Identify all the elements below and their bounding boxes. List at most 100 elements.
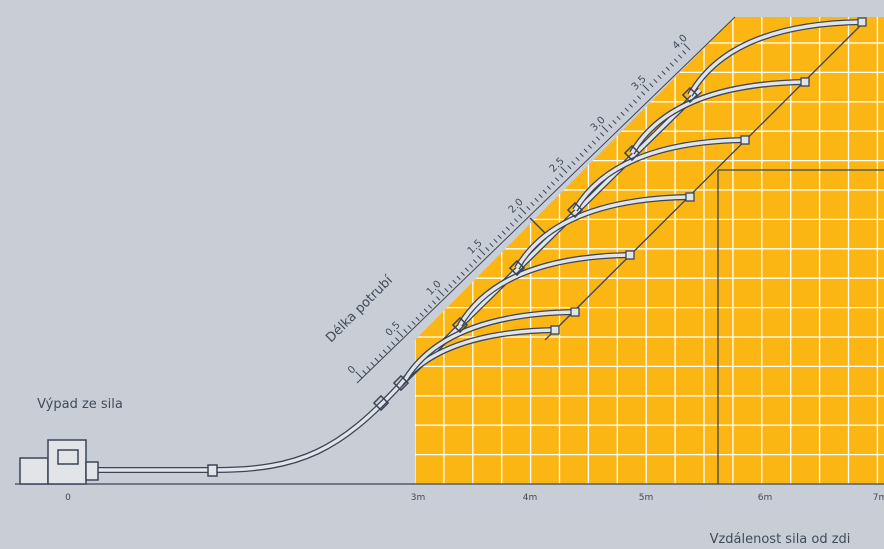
- scale-tick: [591, 140, 597, 145]
- length-scale: [355, 16, 736, 384]
- scale-tick: [477, 255, 482, 260]
- scale-tick: [595, 136, 601, 141]
- scale-tick: [501, 230, 506, 235]
- scale-tick: [657, 74, 662, 80]
- scale-tick: [587, 144, 592, 149]
- branch-inner: [403, 310, 576, 381]
- scale-tick: [538, 193, 543, 198]
- coupling: [451, 316, 469, 334]
- scale-tick: [583, 148, 588, 153]
- scale-tick: [542, 189, 547, 194]
- scale-tick: [628, 103, 633, 108]
- yellow-area: [415, 17, 884, 484]
- x-tick-label: 5m: [639, 493, 654, 503]
- scale-tick: [460, 271, 465, 276]
- scale-tick: [437, 289, 445, 297]
- scale-tick: [665, 66, 670, 71]
- scale-tick: [683, 43, 691, 51]
- scale-tick: [497, 234, 502, 239]
- scale-tick: [624, 107, 629, 112]
- scale-tick: [407, 324, 412, 330]
- scale-tick: [612, 119, 617, 125]
- scale-tick: [493, 238, 498, 244]
- scale-tick: [636, 95, 642, 100]
- scale-tick: [472, 259, 478, 264]
- scale-tick: [601, 125, 609, 133]
- scale-tick: [579, 152, 584, 157]
- branch-end: [685, 192, 695, 202]
- scale-tick: [600, 132, 605, 137]
- scale-tick: [378, 353, 383, 358]
- branch-end: [550, 325, 560, 335]
- scale-tick: [546, 185, 551, 190]
- scale-tick: [390, 341, 396, 346]
- scale-tick: [423, 308, 428, 313]
- scale-tick: [560, 166, 568, 174]
- scale-tick: [682, 50, 687, 55]
- reference-lines: [529, 23, 884, 484]
- branch-inner: [688, 20, 863, 96]
- scale-tick: [519, 207, 527, 215]
- branch-inner: [458, 253, 631, 326]
- scale-tick: [673, 58, 679, 63]
- scale-tick: [366, 365, 371, 371]
- scale-tick: [669, 62, 674, 67]
- coupling: [392, 374, 410, 392]
- scale-tick: [509, 222, 515, 227]
- scale-tick: [567, 165, 572, 170]
- scale-tick: [456, 275, 461, 280]
- scale-tick: [526, 206, 531, 211]
- branch-end: [625, 250, 635, 260]
- coupling: [623, 144, 641, 162]
- motor: [19, 439, 218, 485]
- scale-tick: [489, 242, 494, 248]
- scale-tick: [370, 361, 375, 367]
- scale-tick: [444, 288, 449, 293]
- scale-tick: [575, 156, 580, 162]
- scale-tick: [452, 279, 457, 285]
- coupling: [372, 394, 390, 412]
- scale-tick: [431, 300, 437, 305]
- scale-tick: [382, 349, 387, 354]
- scale-tick: [677, 54, 683, 59]
- scale-tick: [513, 218, 519, 223]
- scale-tick: [571, 160, 576, 166]
- branch-inner: [630, 80, 806, 154]
- distance-label: Vzdálenost sila od zdi: [710, 532, 851, 547]
- x-tick-label: 3m: [411, 493, 426, 503]
- scale-tick: [653, 78, 658, 84]
- x-tick-label: 4m: [523, 493, 538, 503]
- coupling: [681, 86, 699, 104]
- pipes: [95, 17, 867, 473]
- scale-tick: [419, 312, 424, 317]
- scale-tick: [559, 173, 564, 178]
- scale-tick: [534, 197, 539, 203]
- scale-tick: [374, 357, 379, 362]
- scale-tick: [427, 304, 433, 309]
- branch-end: [800, 77, 810, 87]
- branch-inner: [515, 195, 691, 269]
- scale-tick: [649, 83, 654, 88]
- scale-tick: [362, 370, 367, 375]
- scale-tick: [632, 99, 638, 104]
- x-tick-label: 0: [65, 493, 71, 503]
- scale-tick: [550, 181, 556, 186]
- scale-tick: [395, 337, 400, 342]
- scale-tick: [608, 124, 613, 129]
- scale-tick: [355, 371, 363, 379]
- scale-tick: [554, 177, 560, 182]
- outlet-label: Výpad ze sila: [37, 397, 123, 412]
- scale-tick: [468, 263, 474, 268]
- scale-tick: [411, 320, 416, 326]
- coupling: [566, 201, 584, 219]
- coupling: [508, 259, 526, 277]
- scale-tick: [505, 226, 510, 231]
- scale-tick: [436, 296, 441, 301]
- scale-tick: [478, 248, 486, 256]
- x-tick-label: 6m: [758, 493, 773, 503]
- scale-tick: [396, 330, 404, 338]
- scale-tick: [530, 201, 535, 207]
- scale-tick: [403, 329, 408, 334]
- branch-end: [740, 135, 750, 145]
